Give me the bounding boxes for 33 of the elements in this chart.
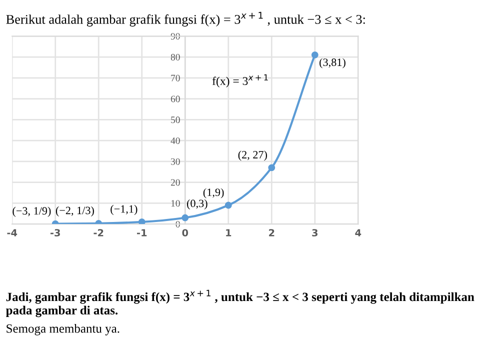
x-tick-label: 0 (182, 229, 188, 236)
x-tick-label: -2 (94, 229, 104, 236)
x-tick-label: 4 (355, 229, 362, 236)
point (311, 51, 318, 58)
x-tick-label: 1 (226, 229, 232, 236)
x-tick-label: -4 (7, 229, 18, 236)
y-tick-label: 30 (171, 158, 180, 165)
annotation: (1,9) (203, 188, 224, 198)
y-tick-label: 70 (171, 74, 180, 82)
point (224, 202, 232, 209)
annotation: f(x) = 3$^{x+1}$ (212, 74, 268, 88)
annotation: (0,3) (187, 199, 208, 210)
y-tick-label: 20 (170, 179, 180, 186)
y-tick-label: 50 (171, 116, 180, 124)
point (182, 214, 189, 222)
chart-title: Berikut adalah gambar grafik fungsi f(x) = 3$^{x+1}$ , untuk −3 ≤ x < 3: (6, 12, 365, 27)
annotation: (−3, 1/9) (12, 206, 51, 217)
y-tick-label: 40 (170, 137, 180, 144)
annotation: (−1,1) (110, 204, 138, 216)
y-tick-label: 60 (170, 96, 180, 102)
point (138, 218, 146, 224)
text: Semoga membantu ya. (6, 324, 120, 336)
point (268, 164, 276, 172)
x-tick-label: 3 (312, 229, 318, 236)
text: Jadi, gambar grafik fungsi f(x) = 3$^{x+1}$ , untuk −3 ≤ x < 3 seperti yang telah ditampilkan pada gambar di atas. (6, 290, 474, 318)
annotation: (−2, 1/3) (56, 206, 94, 216)
x-tick-label: 2 (269, 229, 274, 236)
annotation: (2, 27) (238, 150, 267, 161)
y-tick-label: 10 (171, 200, 180, 207)
y-tick-label: 80 (170, 54, 180, 60)
x-tick-label: -3 (50, 229, 60, 236)
annotation: (3,81) (320, 58, 346, 68)
x-tick-label: -1 (137, 229, 147, 236)
